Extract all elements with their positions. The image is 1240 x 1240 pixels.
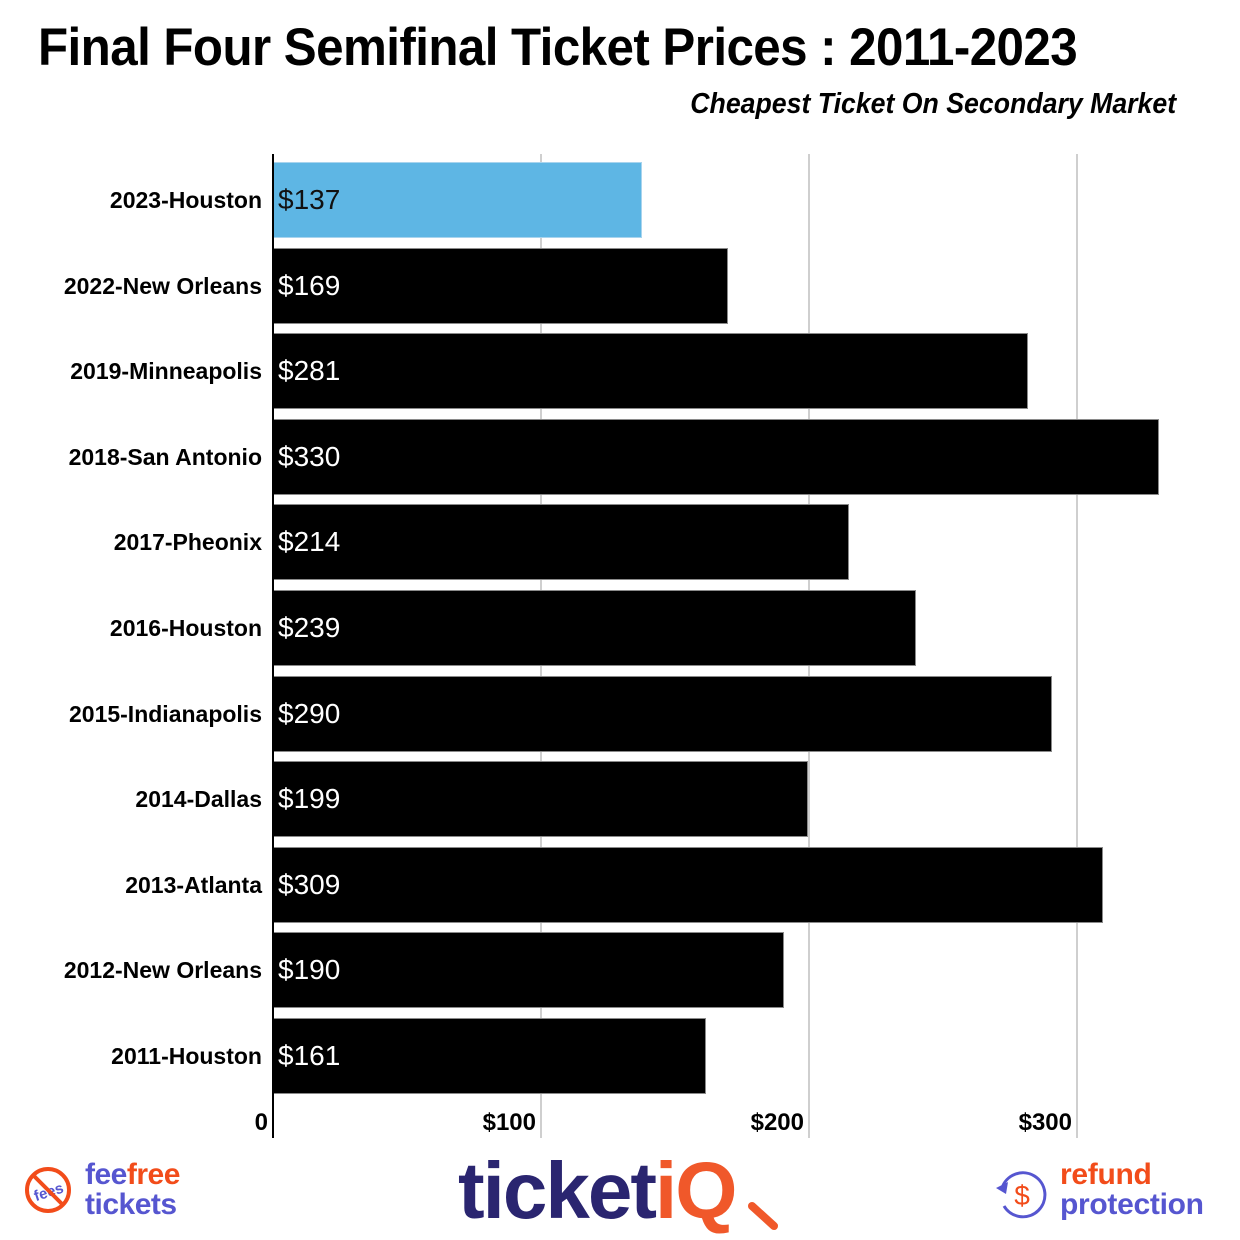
no-fees-icon: fees: [25, 1167, 71, 1213]
bar-value-label: $330: [278, 440, 341, 472]
plot-area: $137 $169 $281 $330 $214 $239 $290 $199 $309 $190…: [272, 154, 1240, 1138]
bar-value-label: $161: [278, 1040, 341, 1071]
category-label: 2015-Indianapolis: [68, 700, 262, 727]
protection-text: protection: [1060, 1188, 1204, 1221]
bar-value-label: $309: [278, 868, 341, 900]
bar: $161: [273, 1018, 707, 1094]
bar: $281: [273, 333, 1029, 410]
bar: $290: [273, 675, 1053, 752]
bar-value-label: $190: [278, 954, 341, 986]
bar: $309: [273, 846, 1104, 923]
bar-value-label: $137: [278, 184, 341, 215]
category-label: 2016-Houston: [109, 615, 262, 641]
bar: $169: [273, 247, 728, 324]
bar: $330: [273, 418, 1160, 495]
chart-subtitle: Cheapest Ticket On Secondary Market: [690, 88, 1176, 120]
bar-value-label: $239: [278, 612, 341, 643]
ticketiq-ticket-text: ticket: [458, 1146, 657, 1235]
bar: $214: [273, 504, 849, 581]
magnifier-icon: [748, 1202, 778, 1230]
feefree-tickets-logo: fees feefree tickets: [22, 1160, 222, 1226]
category-label: 2018-San Antonio: [68, 443, 262, 470]
x-tick-label: $200: [750, 1109, 804, 1136]
bar-value-label: $199: [278, 783, 341, 815]
category-label: 2017-Pheonix: [113, 529, 262, 556]
bar-value-label: $281: [278, 355, 341, 387]
y-axis-line: [272, 154, 274, 1138]
bar: $239: [273, 590, 916, 666]
category-label: 2014-Dallas: [135, 786, 262, 813]
x-tick-label: $100: [482, 1109, 536, 1136]
category-label: 2023-Houston: [109, 187, 262, 213]
feefree-fee-text: fee: [85, 1158, 127, 1191]
category-label: 2019-Minneapolis: [70, 358, 262, 385]
feefree-free-text: free: [126, 1158, 181, 1191]
category-label: 2022-New Orleans: [63, 272, 262, 299]
bar: $137: [273, 162, 643, 238]
refund-cycle-icon: $: [996, 1171, 1047, 1219]
feefree-tickets-text: tickets: [85, 1188, 177, 1221]
bar: $190: [273, 932, 785, 1009]
category-label: 2013-Atlanta: [125, 871, 262, 898]
chart-title: Final Four Semifinal Ticket Prices : 201…: [38, 18, 1078, 77]
x-tick-label: 0: [254, 1109, 268, 1136]
x-tick-label: $300: [1018, 1109, 1072, 1136]
bar-value-label: $290: [278, 697, 341, 729]
refund-protection-logo: $ refund protection: [994, 1160, 1234, 1226]
ticketiq-iq-text: iQ: [654, 1146, 737, 1235]
bar-value-label: $169: [278, 269, 341, 301]
bar-value-label: $214: [278, 526, 341, 558]
category-label: 2012-New Orleans: [63, 957, 262, 984]
gridline: [1076, 154, 1078, 1138]
category-label: 2011-Houston: [111, 1043, 262, 1069]
bar: $199: [273, 761, 809, 838]
svg-text:$: $: [1014, 1180, 1030, 1211]
ticketiq-logo: ticketiQ: [458, 1146, 788, 1236]
refund-text: refund: [1060, 1158, 1152, 1191]
